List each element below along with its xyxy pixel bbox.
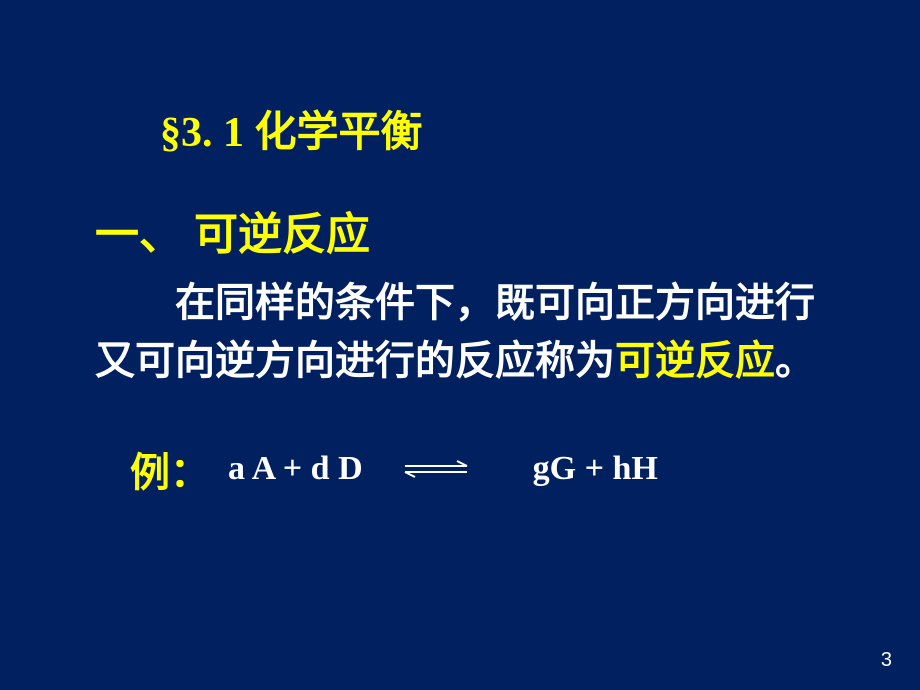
body-line1-text: 在同样的条件下，既可向正方向进行: [175, 280, 815, 325]
equilibrium-arrow-icon: [401, 459, 471, 479]
body-text-line1: 在同样的条件下，既可向正方向进行: [175, 270, 815, 328]
body-text-line2: 又可向逆方向进行的反应称为可逆反应。: [95, 328, 815, 386]
body-line2-highlight: 可逆反应: [615, 338, 775, 383]
example-label: 例：: [130, 440, 210, 498]
body-line2-suffix: 。: [775, 338, 815, 383]
slide-title: §3. 1 化学平衡: [160, 98, 423, 159]
page-number: 3: [881, 649, 892, 672]
equation-right: gG + hH: [533, 450, 658, 488]
equation-left: a A + d D: [228, 450, 363, 488]
example-row: 例： a A + d D gG + hH: [130, 440, 658, 498]
section-heading: 一、 可逆反应: [95, 198, 370, 262]
body-line2-prefix: 又可向逆方向进行的反应称为: [95, 338, 615, 383]
